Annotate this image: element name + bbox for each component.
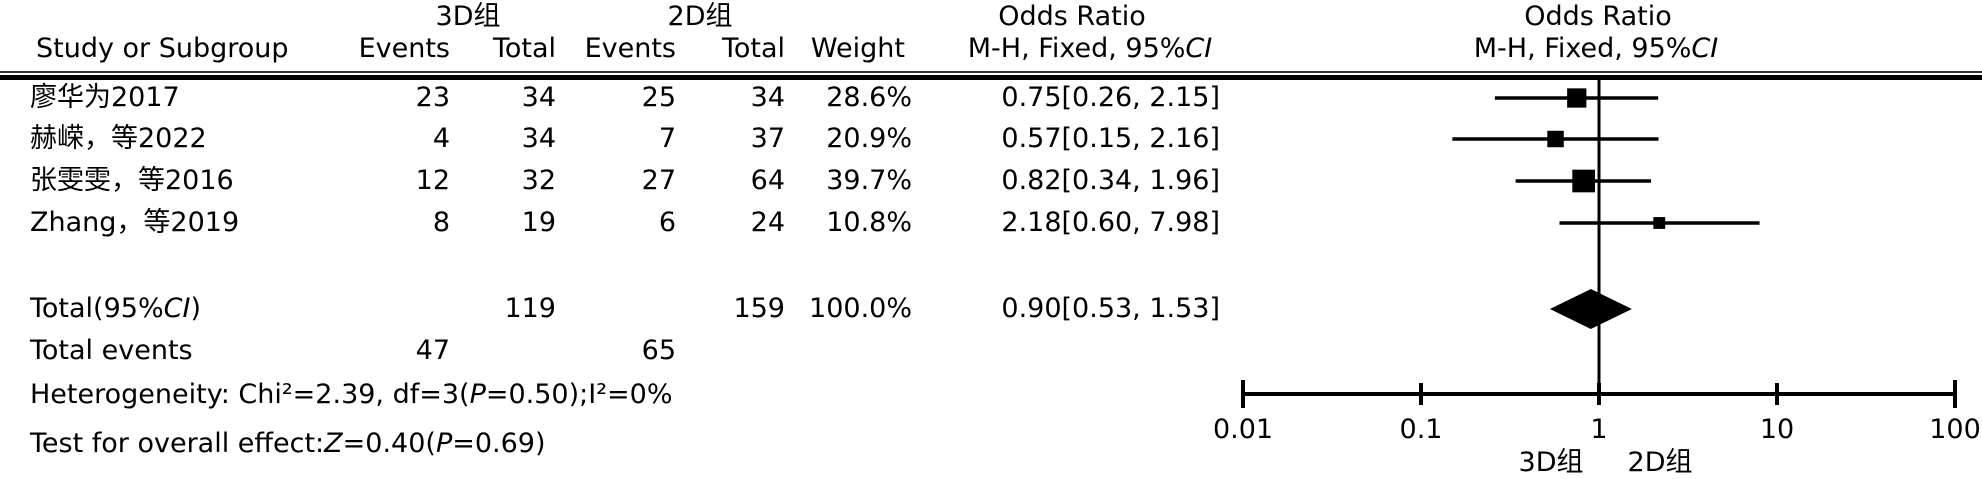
header-rule-thick — [0, 75, 1982, 80]
odds-ratio-plot-title: Odds Ratio — [1524, 1, 1672, 32]
z-symbol: Z — [324, 428, 343, 459]
weight-column-header: Weight — [810, 33, 905, 64]
heterogeneity-stats: Heterogeneity: Chi²=2.39, df=3( — [30, 379, 470, 410]
total-events-row: Total events 47 65 — [0, 334, 1982, 368]
weight-cell: 100.0% — [809, 293, 912, 324]
odds-ratio-cell: 0.57[0.15, 2.16] — [1001, 123, 1220, 154]
events-3d-cell: 4 — [432, 123, 450, 154]
heterogeneity-stats-end: =0.50);I²=0% — [485, 379, 673, 410]
p-symbol: P — [469, 379, 486, 410]
events-2d-cell: 6 — [658, 207, 676, 238]
method-label: M-H, Fixed, 95% — [1473, 33, 1692, 64]
heterogeneity-row: Heterogeneity: Chi²=2.39, df=3(P=0.50);I… — [0, 378, 1982, 412]
study-name: 赫嵘，等2022 — [30, 123, 207, 154]
total-events-label: Total events — [30, 335, 193, 366]
total-label-text: Total(95% — [30, 293, 164, 324]
total-2d-cell: 159 — [733, 293, 785, 324]
total-3d-cell: 32 — [521, 165, 556, 196]
total-2d-column-header: Total — [721, 33, 785, 64]
total-3d-cell: 34 — [521, 123, 556, 154]
overall-effect-text: Test for overall effect:Z=0.40(P=0.69) — [30, 427, 546, 461]
total-3d-cell: 34 — [521, 82, 556, 113]
study-name: 廖华为2017 — [30, 82, 180, 113]
z-value: =0.40( — [342, 428, 436, 459]
method-label: M-H, Fixed, 95% — [967, 33, 1186, 64]
events-3d-column-header: Events — [358, 33, 450, 64]
study-column-header: Study or Subgroup — [36, 33, 289, 64]
weight-cell: 10.8% — [826, 207, 912, 238]
weight-cell: 20.9% — [826, 123, 912, 154]
study-name: 张雯雯，等2016 — [30, 165, 234, 196]
ci-label: CI — [1185, 33, 1213, 64]
events-2d-cell: 25 — [641, 82, 676, 113]
overall-effect-label: Test for overall effect: — [30, 428, 325, 459]
events-2d-cell: 7 — [658, 123, 676, 154]
method-plot-header: M-H, Fixed, 95%CI — [1456, 33, 1736, 65]
p-value: =0.69) — [452, 428, 546, 459]
total-2d-cell: 34 — [750, 82, 785, 113]
total-3d-column-header: Total — [492, 33, 556, 64]
odds-ratio-column-title: Odds Ratio — [998, 1, 1146, 32]
table-row: 廖华为2017 23 34 25 34 28.6% 0.75[0.26, 2.1… — [0, 81, 1982, 115]
p-symbol: P — [435, 428, 453, 459]
events-3d-cell: 8 — [432, 207, 450, 238]
total-2d-cell: 37 — [750, 123, 785, 154]
events-2d-cell: 65 — [641, 335, 676, 366]
weight-cell: 39.7% — [826, 165, 912, 196]
heterogeneity-text: Heterogeneity: Chi²=2.39, df=3(P=0.50);I… — [30, 378, 673, 412]
odds-ratio-cell: 0.90[0.53, 1.53] — [1001, 293, 1220, 324]
table-row: 张雯雯，等2016 12 32 27 64 39.7% 0.82[0.34, 1… — [0, 164, 1982, 198]
events-3d-cell: 12 — [415, 165, 450, 196]
events-3d-cell: 47 — [415, 335, 450, 366]
group-header-2d: 2D组 — [667, 1, 733, 32]
odds-ratio-cell: 2.18[0.60, 7.98] — [1001, 207, 1220, 238]
events-3d-cell: 23 — [415, 82, 450, 113]
events-2d-column-header: Events — [584, 33, 676, 64]
group-header-3d: 3D组 — [435, 1, 501, 32]
weight-cell: 28.6% — [826, 82, 912, 113]
total-3d-cell: 19 — [521, 207, 556, 238]
overall-effect-row: Test for overall effect:Z=0.40(P=0.69) — [0, 427, 1982, 461]
table-row: Zhang，等2019 8 19 6 24 10.8% 2.18[0.60, 7… — [0, 206, 1982, 240]
total-2d-cell: 24 — [750, 207, 785, 238]
total-label-close: ) — [190, 293, 201, 324]
total-2d-cell: 64 — [750, 165, 785, 196]
total-3d-cell: 119 — [504, 293, 556, 324]
table-row: 赫嵘，等2022 4 34 7 37 20.9% 0.57[0.15, 2.16… — [0, 122, 1982, 156]
ci-label: CI — [163, 293, 191, 324]
total-row: Total(95%CI) 119 159 100.0% 0.90[0.53, 1… — [0, 292, 1982, 326]
ci-label: CI — [1691, 33, 1719, 64]
header-rule-thin — [0, 71, 1982, 73]
total-label: Total(95%CI) — [30, 292, 201, 326]
method-column-header: M-H, Fixed, 95%CI — [950, 33, 1230, 65]
events-2d-cell: 27 — [641, 165, 676, 196]
study-name: Zhang，等2019 — [30, 207, 240, 238]
odds-ratio-cell: 0.75[0.26, 2.15] — [1001, 82, 1220, 113]
odds-ratio-cell: 0.82[0.34, 1.96] — [1001, 165, 1220, 196]
